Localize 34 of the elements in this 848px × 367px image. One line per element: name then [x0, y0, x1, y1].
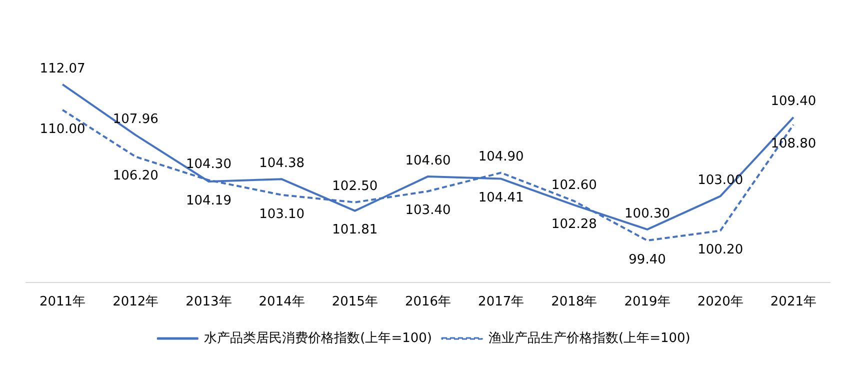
- legend-label: 渔业产品生产价格指数(上年=100): [488, 330, 690, 346]
- x-tick-label: 2016年: [404, 294, 452, 310]
- data-label: 104.60: [405, 153, 451, 168]
- x-tick-label: 2019年: [624, 294, 670, 310]
- data-label: 106.20: [112, 168, 158, 184]
- x-tick-label: 2017年: [478, 294, 524, 310]
- x-tick-label: 2018年: [551, 294, 598, 310]
- x-tick-label: 2020年: [697, 294, 744, 310]
- data-label: 103.10: [259, 206, 305, 222]
- data-label: 104.90: [478, 150, 524, 165]
- data-label: 112.07: [40, 61, 86, 76]
- data-label: 110.00: [40, 122, 86, 137]
- data-label: 100.30: [624, 206, 670, 222]
- data-label: 104.19: [186, 193, 232, 208]
- x-tick-label: 2021年: [770, 294, 816, 310]
- x-tick-label: 2012年: [112, 294, 159, 310]
- data-label: 108.80: [770, 136, 816, 152]
- data-label: 104.30: [186, 157, 232, 172]
- data-label: 100.20: [698, 242, 744, 258]
- data-label: 109.40: [770, 94, 816, 110]
- data-label: 102.60: [551, 178, 597, 193]
- x-tick-label: 2014年: [258, 294, 305, 310]
- data-label: 107.96: [112, 112, 158, 127]
- data-label: 104.41: [478, 190, 524, 206]
- data-label: 99.40: [628, 252, 666, 268]
- data-label: 102.50: [332, 179, 378, 194]
- data-label: 104.38: [259, 156, 305, 172]
- data-label: 101.81: [332, 222, 378, 238]
- legend-label: 水产品类居民消费价格指数(上年=100): [204, 330, 432, 346]
- x-tick-label: 2015年: [332, 294, 378, 310]
- x-tick-label: 2013年: [186, 294, 232, 310]
- data-label: 102.28: [551, 216, 597, 232]
- x-tick-label: 2011年: [40, 294, 86, 310]
- data-label: 103.40: [405, 203, 451, 218]
